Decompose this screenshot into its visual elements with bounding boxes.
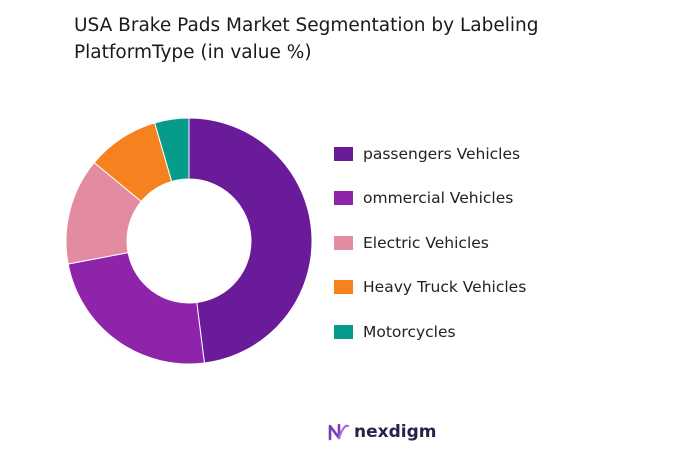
- legend-label: Motorcycles: [363, 322, 456, 341]
- legend-swatch: [334, 146, 353, 161]
- legend-swatch: [334, 191, 353, 205]
- donut-slice-ommercial-vehicles: [67, 252, 205, 365]
- donut-slice-passengers-vehicles: [188, 117, 313, 364]
- chart-legend: passengers Vehicles ommercial Vehicles Ele…: [334, 142, 526, 365]
- legend-label: Electric Vehicles: [363, 233, 489, 252]
- chart-title: USA Brake Pads Market Segmentation by La…: [74, 15, 539, 63]
- legend-item: passengers Vehicles: [334, 142, 526, 165]
- legend-label: Heavy Truck Vehicles: [363, 278, 527, 296]
- donut-slice-motorcycles: [154, 117, 190, 183]
- legend-item: Motorcycles: [334, 320, 526, 343]
- brand-logo-text: nexdigm: [354, 422, 437, 442]
- legend-swatch: [334, 324, 353, 339]
- legend-swatch: [334, 280, 353, 294]
- brand-logo: nexdigm: [328, 422, 436, 442]
- nexdigm-logo-icon: [328, 423, 350, 441]
- legend-item: Heavy Truck Vehicles: [334, 276, 526, 299]
- legend-item: ommercial Vehicles: [334, 187, 526, 210]
- legend-swatch: [334, 235, 353, 250]
- legend-item: Electric Vehicles: [334, 231, 526, 254]
- legend-label: passengers Vehicles: [363, 144, 521, 163]
- legend-label: ommercial Vehicles: [363, 189, 514, 207]
